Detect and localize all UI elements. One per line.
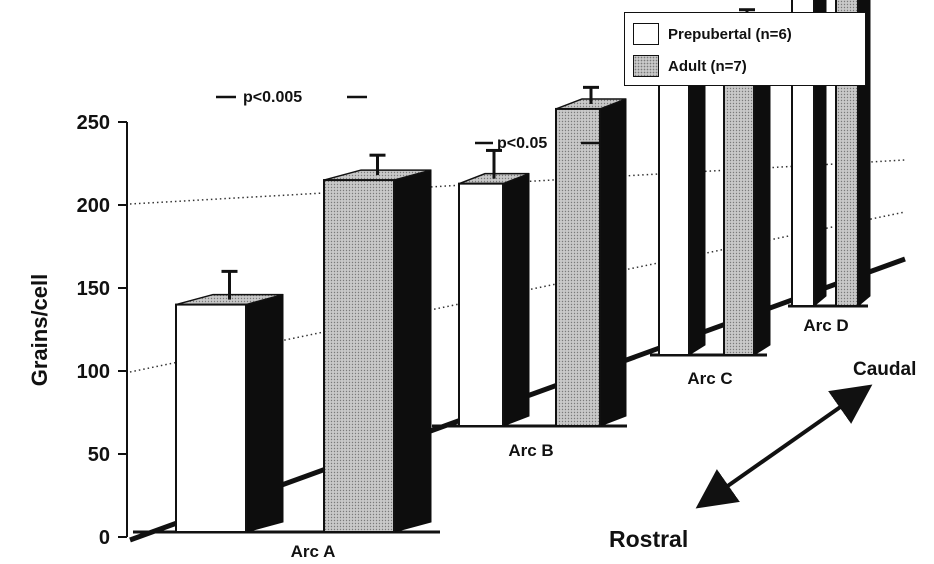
bars [133, 0, 871, 534]
legend-swatch-white [633, 23, 659, 45]
category-label: Arc B [508, 441, 553, 460]
bar-group-arc-a [133, 153, 440, 534]
bar-side-face [502, 172, 530, 427]
bar-front-face [723, 38, 755, 356]
legend-swatch-stippled [633, 55, 659, 77]
bar-side-face [688, 46, 706, 356]
bar-side-face [245, 293, 284, 533]
rostral-caudal-arrow [695, 384, 873, 509]
category-label: Arc D [803, 316, 848, 335]
bar-group-arc-c [650, 8, 773, 357]
bar-adult [555, 85, 627, 427]
category-labels: Arc A Arc B Arc C Arc D [291, 316, 849, 561]
category-label: Arc C [687, 369, 732, 388]
y-tick-label: 150 [77, 278, 110, 300]
y-tick-label: 250 [77, 112, 110, 134]
bar-side-face [393, 169, 432, 533]
bar-prepubertal [175, 269, 284, 533]
bar-prepubertal [458, 148, 530, 427]
bar-side-face [599, 98, 627, 427]
annotation-arc-a: p<0.005 [216, 89, 367, 106]
y-tick-label: 50 [88, 444, 110, 466]
bar-front-face [458, 182, 504, 427]
bar-adult [323, 153, 432, 534]
rostral-label: Rostral [609, 526, 688, 552]
annotation-arc-b-text: p<0.05 [497, 135, 547, 152]
y-tick-label: 0 [99, 527, 110, 549]
annotation-arc-a-text: p<0.005 [243, 89, 302, 106]
y-axis-label: Grains/cell [27, 274, 52, 387]
bar-group-arc-b [432, 85, 627, 428]
y-tick-label: 100 [77, 361, 110, 383]
caudal-label: Caudal [853, 359, 916, 380]
legend-label-adult: Adult (n=7) [668, 57, 747, 75]
y-ticks: 0 50 100 150 200 250 [77, 112, 127, 549]
bar-front-face [175, 303, 247, 533]
annotation-arc-b: p<0.05 [475, 135, 599, 152]
bar-front-face [323, 179, 395, 534]
legend-item-prepubertal: Prepubertal (n=6) [633, 21, 792, 47]
bar-front-face [658, 56, 690, 357]
legend-label-prepubertal: Prepubertal (n=6) [668, 25, 792, 43]
y-tick-label: 200 [77, 195, 110, 217]
bar-front-face [555, 107, 601, 427]
bar-adult [721, 8, 773, 356]
legend-item-adult: Adult (n=7) [633, 53, 747, 79]
category-label: Arc A [291, 542, 336, 561]
legend: Prepubertal (n=6) Adult (n=7) [624, 12, 866, 86]
